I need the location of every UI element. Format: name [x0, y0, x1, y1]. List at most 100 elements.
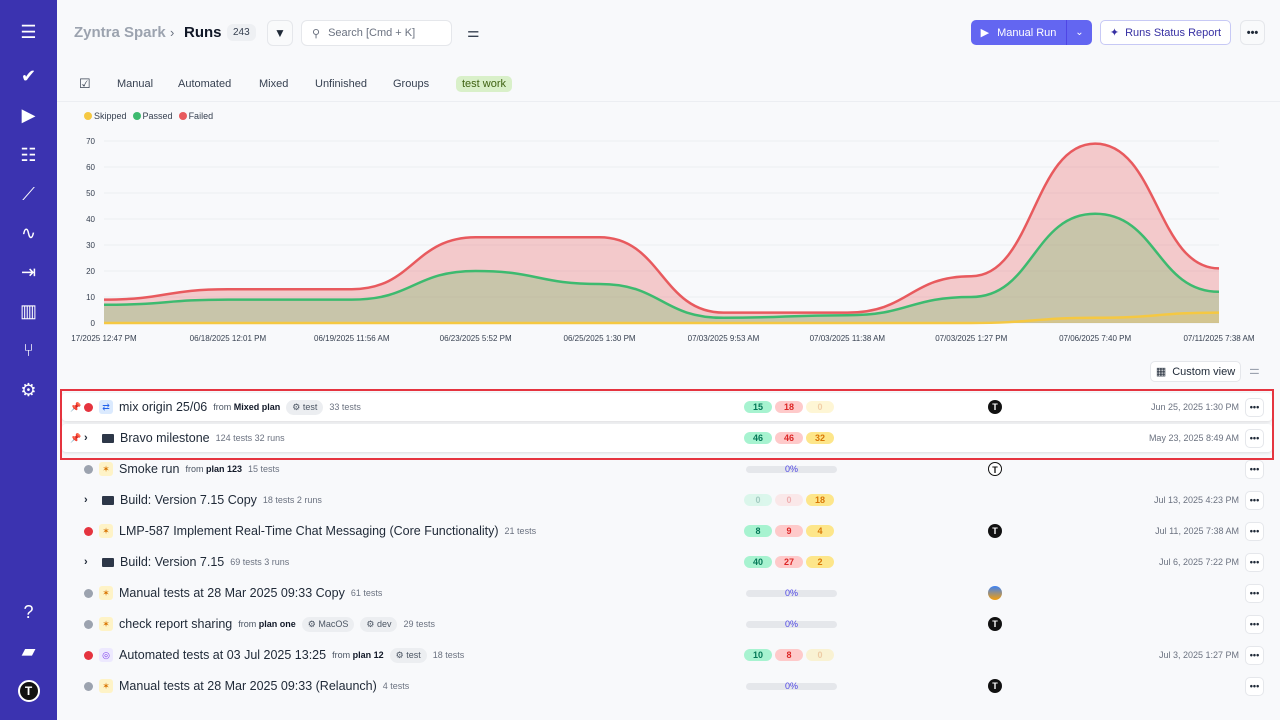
legend-failed[interactable]: Failed: [178, 111, 213, 121]
plan-name[interactable]: Mixed plan: [233, 402, 281, 412]
user-avatar: T: [988, 679, 1002, 693]
folder-icon[interactable]: ▰: [21, 640, 36, 661]
passed-count: 46: [744, 432, 772, 444]
pin-icon[interactable]: 📌: [70, 401, 82, 412]
check-icon[interactable]: ✔: [20, 65, 37, 86]
menu-icon[interactable]: ☰: [20, 21, 37, 42]
plan-name[interactable]: plan 12: [352, 650, 384, 660]
play-circle-icon[interactable]: ▶: [21, 104, 36, 125]
y-tick-label: 10: [86, 293, 95, 302]
group-row[interactable]: 📌 › Bravo milestone 124 tests 32 runs 46 46 32…: [62, 424, 1272, 452]
manual-run-dropdown[interactable]: ⌄: [1075, 27, 1084, 38]
sidebar: ☰ ✔ ▶ ☷ ⟋ ∿ ⇥ ▥ ⑂ ⚙? ▰ T: [0, 0, 57, 720]
row-title[interactable]: Manual tests at 28 Mar 2025 09:33 (Relau…: [119, 679, 377, 693]
row-more-button[interactable]: •••: [1245, 428, 1264, 448]
help-icon[interactable]: ?: [23, 601, 34, 622]
steps-icon[interactable]: ⟋: [22, 183, 35, 204]
y-tick-label: 20: [86, 267, 95, 276]
row-text: Manual tests at 28 Mar 2025 09:33 Copy 61…: [119, 586, 382, 600]
row-meta: 15 tests: [248, 464, 280, 474]
list-check-icon[interactable]: ☷: [20, 144, 37, 165]
row-more-button[interactable]: •••: [1245, 521, 1264, 541]
row-from: from plan 12: [332, 650, 384, 660]
row-more-button[interactable]: •••: [1245, 614, 1264, 634]
manual-run-label: Manual Run: [997, 26, 1057, 39]
row-more-button[interactable]: •••: [1245, 397, 1264, 417]
tab-test-work[interactable]: test work: [456, 76, 513, 92]
legend-skipped[interactable]: Skipped: [84, 111, 127, 121]
branch-icon[interactable]: ⑂: [23, 339, 34, 360]
settings-sliders-icon[interactable]: ⚌: [1249, 363, 1260, 377]
row-more-button[interactable]: •••: [1245, 552, 1264, 572]
more-button[interactable]: •••: [1240, 20, 1265, 45]
tag: ⚙ test: [389, 647, 427, 663]
row-more-button[interactable]: •••: [1245, 459, 1264, 479]
progress-bar: 0%: [746, 588, 837, 597]
row-date: Jul 3, 2025 1:27 PM: [1158, 650, 1239, 660]
tab-automated[interactable]: Automated: [178, 78, 232, 90]
row-title[interactable]: Build: Version 7.15 Copy: [120, 493, 257, 507]
row-more-button[interactable]: •••: [1245, 583, 1264, 603]
row-meta: 124 tests 32 runs: [215, 433, 285, 443]
tab-manual[interactable]: Manual: [117, 78, 154, 90]
row-title[interactable]: mix origin 25/06: [119, 400, 208, 414]
row-title[interactable]: Manual tests at 28 Mar 2025 09:33 Copy: [119, 586, 345, 600]
tab-mixed[interactable]: Mixed: [259, 78, 289, 90]
custom-view-button[interactable]: ▦ Custom view: [1150, 361, 1241, 382]
chevron-right-icon[interactable]: ›: [84, 494, 88, 506]
row-date: Jul 6, 2025 7:22 PM: [1158, 557, 1239, 567]
result-badges: 15 18 0: [744, 401, 834, 413]
plan-name[interactable]: plan 123: [205, 464, 242, 474]
row-title[interactable]: Automated tests at 03 Jul 2025 13:25: [119, 648, 327, 662]
progress-bar: 0%: [746, 464, 837, 473]
row-text: Build: Version 7.15 69 tests 3 runs: [120, 555, 289, 569]
import-icon[interactable]: ⇥: [20, 261, 37, 282]
run-row[interactable]: 📌 ⇄ mix origin 25/06 from Mixed plan ⚙ test 3…: [62, 393, 1272, 421]
row-title[interactable]: Smoke run: [119, 462, 180, 476]
tabs: ☑ Manual Automated Mixed Unfinished Grou…: [57, 66, 1280, 102]
failed-count: 8: [775, 649, 803, 661]
runs-status-report-button[interactable]: ✦ Runs Status Report: [1100, 20, 1231, 45]
result-badges: 46 46 32: [744, 432, 834, 444]
row-text: Bravo milestone 124 tests 32 runs: [120, 431, 285, 445]
user-avatar-icon[interactable]: T: [0, 676, 57, 706]
search-input[interactable]: ⚲ Search [Cmd + K]: [301, 20, 452, 46]
row-meta: 33 tests: [329, 402, 361, 412]
gear-icon[interactable]: ⚙: [20, 379, 37, 400]
chevron-right-icon[interactable]: ›: [84, 556, 88, 568]
run-row[interactable]: ✶ check report sharing from plan one ⚙ MacO…: [62, 610, 1272, 638]
sliders-icon[interactable]: ⚌: [467, 24, 480, 40]
y-tick-label: 40: [86, 215, 95, 224]
row-title[interactable]: check report sharing: [119, 617, 233, 631]
run-row[interactable]: ◎ Automated tests at 03 Jul 2025 13:25 fro…: [62, 641, 1272, 669]
row-more-button[interactable]: •••: [1245, 490, 1264, 510]
group-row[interactable]: › Build: Version 7.15 Copy 18 tests 2 runs…: [62, 486, 1272, 514]
select-all-icon[interactable]: ☑: [79, 76, 91, 91]
breadcrumb-app[interactable]: Zyntra Spark: [74, 24, 166, 41]
pulse-icon[interactable]: ∿: [20, 222, 37, 243]
filter-button[interactable]: ▼: [267, 20, 293, 46]
group-row[interactable]: › Build: Version 7.15 69 tests 3 runs 40 27 2…: [62, 548, 1272, 576]
row-more-button[interactable]: •••: [1245, 645, 1264, 665]
row-title[interactable]: Build: Version 7.15: [120, 555, 225, 569]
run-row[interactable]: ✶ Manual tests at 28 Mar 2025 09:33 (Rela…: [62, 672, 1272, 700]
row-title[interactable]: LMP-587 Implement Real-Time Chat Messagi…: [119, 524, 499, 538]
manual-run-button[interactable]: ▶ Manual Run: [971, 20, 1067, 45]
legend-passed[interactable]: Passed: [132, 111, 173, 121]
chevron-right-icon[interactable]: ›: [84, 432, 88, 444]
row-meta: 18 tests 2 runs: [262, 495, 322, 505]
row-title[interactable]: Bravo milestone: [120, 431, 210, 445]
row-date: Jul 13, 2025 4:23 PM: [1153, 495, 1239, 505]
plan-name[interactable]: plan one: [258, 619, 296, 629]
tab-groups[interactable]: Groups: [393, 78, 430, 90]
run-row[interactable]: ✶ Smoke run from plan 123 15 tests 0% T •••: [62, 455, 1272, 483]
line-failed: [103, 142, 1220, 314]
row-more-button[interactable]: •••: [1245, 676, 1264, 696]
run-row[interactable]: ✶ Manual tests at 28 Mar 2025 09:33 Copy 6…: [62, 579, 1272, 607]
tab-unfinished[interactable]: Unfinished: [315, 78, 367, 90]
failed-status-icon: [84, 526, 93, 536]
pin-icon[interactable]: 📌: [70, 432, 82, 443]
run-row[interactable]: ✶ LMP-587 Implement Real-Time Chat Messag…: [62, 517, 1272, 545]
analytics-icon[interactable]: ▥: [19, 300, 37, 321]
tag: ⚙ dev: [360, 616, 398, 632]
